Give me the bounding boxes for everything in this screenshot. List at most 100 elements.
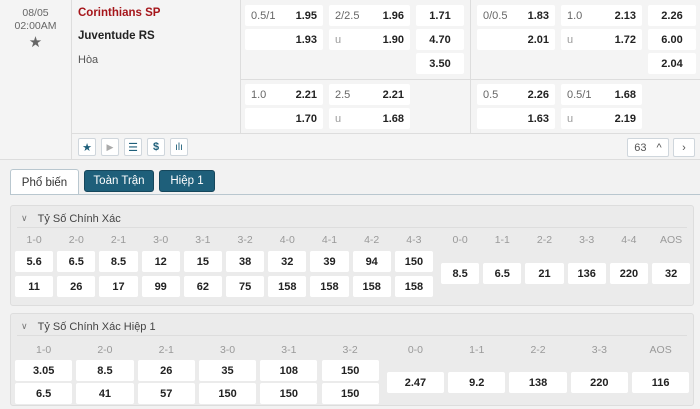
odds-value: 2.19 xyxy=(614,112,636,125)
over-odds[interactable]: 0.5/1 1.68 xyxy=(561,84,642,105)
score-odds[interactable]: 57 xyxy=(137,383,195,404)
score-odds[interactable]: 9.2 xyxy=(448,372,506,393)
score-odds[interactable]: 21 xyxy=(525,263,564,284)
score-label: 4-1 xyxy=(321,234,338,246)
score-odds[interactable]: 6.5 xyxy=(15,383,73,404)
score-label: 3-1 xyxy=(281,344,297,356)
score-odds[interactable]: 99 xyxy=(141,276,180,297)
score-odds[interactable]: 15 xyxy=(183,251,222,272)
score-odds[interactable]: 8.5 xyxy=(76,360,134,381)
handicap-home-odds[interactable]: 1.0 2.21 xyxy=(245,84,323,105)
score-odds[interactable]: 75 xyxy=(226,276,265,297)
score-odds[interactable]: 2.47 xyxy=(386,372,445,393)
odds-value: 1.83 xyxy=(527,9,549,22)
odds-line: 2.5 xyxy=(335,88,351,101)
score-odds[interactable]: 150 xyxy=(260,383,318,404)
score-odds[interactable]: 32 xyxy=(268,251,307,272)
handicap-home-odds[interactable]: 0/0.5 1.83 xyxy=(477,5,555,26)
more-markets-button[interactable]: 63 ^ xyxy=(627,138,669,157)
play-icon[interactable]: ▶ xyxy=(101,138,119,156)
score-odds[interactable]: 220 xyxy=(609,263,648,284)
over-odds[interactable]: 2/2.5 1.96 xyxy=(329,5,410,26)
1x2-odds[interactable]: 6.00 xyxy=(648,29,696,50)
score-odds[interactable]: 94 xyxy=(352,251,391,272)
under-odds[interactable]: u 1.72 xyxy=(561,29,642,50)
score-odds[interactable]: 158 xyxy=(310,276,349,297)
dollar-icon[interactable]: $ xyxy=(147,138,165,156)
score-odds[interactable]: 26 xyxy=(57,276,96,297)
score-label: 2-2 xyxy=(536,234,553,246)
handicap-away-odds[interactable]: 1.93 xyxy=(245,29,323,50)
score-odds[interactable]: 11 xyxy=(15,276,54,297)
score-label: 2-1 xyxy=(158,344,174,356)
score-odds[interactable]: 39 xyxy=(310,251,349,272)
score-odds[interactable]: 3.05 xyxy=(15,360,73,381)
1x2-odds[interactable]: 4.70 xyxy=(416,29,464,50)
score-odds[interactable]: 116 xyxy=(632,372,690,393)
next-button[interactable]: › xyxy=(673,138,695,157)
1x2-odds[interactable]: 2.26 xyxy=(648,5,696,26)
under-odds[interactable]: u 1.90 xyxy=(329,29,410,50)
tab-popular[interactable]: Phổ biến xyxy=(10,169,79,195)
1x2-odds[interactable]: 1.71 xyxy=(416,5,464,26)
score-odds[interactable]: 17 xyxy=(99,276,138,297)
score-odds[interactable]: 150 xyxy=(394,251,433,272)
score-odds[interactable]: 6.5 xyxy=(57,251,96,272)
handicap-away-odds[interactable]: 1.63 xyxy=(477,108,555,129)
score-odds[interactable]: 158 xyxy=(394,276,433,297)
odds-line: 1.0 xyxy=(567,9,583,22)
handicap-home-odds[interactable]: 0.5 2.26 xyxy=(477,84,555,105)
star-icon[interactable]: ★ xyxy=(78,138,96,156)
stats-icon[interactable]: ılı xyxy=(170,138,188,156)
score-odds[interactable]: 12 xyxy=(141,251,180,272)
odds-value: 4.70 xyxy=(429,33,451,46)
score-odds[interactable]: 38 xyxy=(226,251,265,272)
score-odds[interactable]: 158 xyxy=(352,276,391,297)
correct-score-h1-header[interactable]: ∨ Tỷ Số Chính Xác Hiệp 1 xyxy=(17,318,687,336)
over-odds[interactable]: 2.5 2.21 xyxy=(329,84,410,105)
under-odds[interactable]: u 2.19 xyxy=(561,108,642,129)
1x2-odds[interactable]: 3.50 xyxy=(416,53,464,74)
handicap-away-odds[interactable]: 2.01 xyxy=(477,29,555,50)
score-odds[interactable]: 26 xyxy=(137,360,195,381)
over-odds[interactable]: 1.0 2.13 xyxy=(561,5,642,26)
score-label: 2-0 xyxy=(68,234,84,246)
match-kickoff: 02:00AM xyxy=(14,20,57,32)
star-icon[interactable]: ★ xyxy=(28,34,43,51)
tab-full-match[interactable]: Toàn Trận xyxy=(84,170,154,192)
odds-value: 6.00 xyxy=(661,33,683,46)
correct-score-h1-panel: ∨ Tỷ Số Chính Xác Hiệp 1 1-0 3.05 6.5 2-0 8.5… xyxy=(10,313,694,406)
tab-first-half[interactable]: Hiệp 1 xyxy=(159,170,215,192)
score-label: 0-0 xyxy=(407,344,424,356)
score-odds[interactable]: 150 xyxy=(321,360,379,381)
score-odds[interactable]: 158 xyxy=(268,276,307,297)
score-odds[interactable]: 138 xyxy=(509,372,567,393)
handicap-away-odds[interactable]: 1.70 xyxy=(245,108,323,129)
score-odds[interactable]: 8.5 xyxy=(441,263,480,284)
section-title: Tỷ Số Chính Xác xyxy=(37,212,121,225)
score-odds[interactable]: 136 xyxy=(567,263,606,284)
odds-value: 2.13 xyxy=(614,9,636,22)
1x2-odds[interactable]: 2.04 xyxy=(648,53,696,74)
home-team: Corinthians SP xyxy=(78,7,161,19)
score-odds[interactable]: 8.5 xyxy=(99,251,138,272)
odds-value: 1.71 xyxy=(429,9,451,22)
score-odds[interactable]: 41 xyxy=(76,383,134,404)
score-odds[interactable]: 6.5 xyxy=(483,263,522,284)
score-odds[interactable]: 108 xyxy=(260,360,318,381)
score-odds[interactable]: 150 xyxy=(321,383,379,404)
score-odds[interactable]: 150 xyxy=(198,383,257,404)
odds-value: 2.21 xyxy=(382,88,404,101)
score-odds[interactable]: 32 xyxy=(652,263,691,284)
under-odds[interactable]: u 1.68 xyxy=(329,108,410,129)
score-odds[interactable]: 62 xyxy=(183,276,222,297)
score-label: 1-1 xyxy=(469,344,485,356)
odds-value: 1.63 xyxy=(527,112,549,125)
handicap-home-odds[interactable]: 0.5/1 1.95 xyxy=(245,5,323,26)
score-odds[interactable]: 35 xyxy=(198,360,257,381)
correct-score-header[interactable]: ∨ Tỷ Số Chính Xác xyxy=(17,210,687,228)
score-odds[interactable]: 5.6 xyxy=(15,251,54,272)
score-odds[interactable]: 220 xyxy=(570,372,628,393)
scoreboard-icon[interactable]: ☰ xyxy=(124,138,142,156)
odds-value: 1.96 xyxy=(382,9,404,22)
